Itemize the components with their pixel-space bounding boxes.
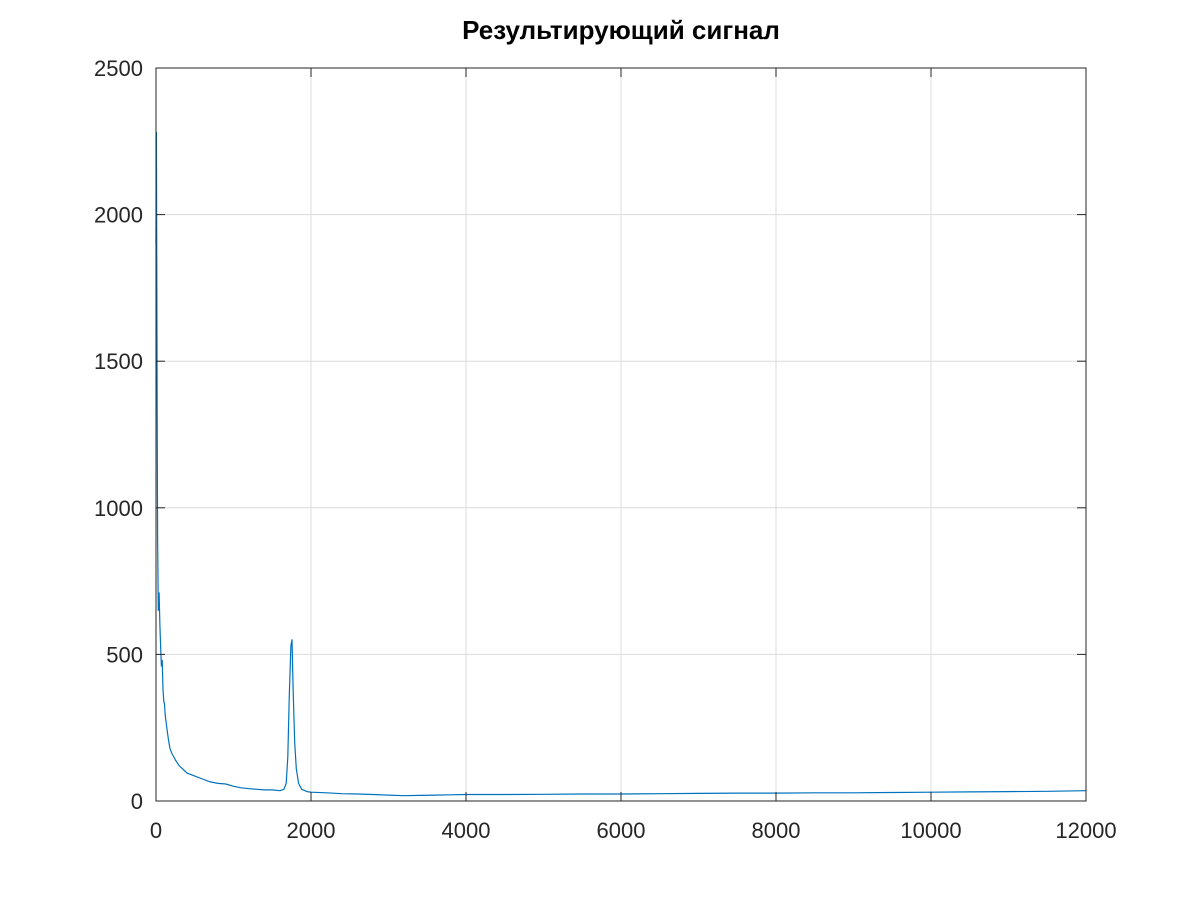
- x-tick-label: 10000: [900, 818, 961, 843]
- chart-title: Результирующий сигнал: [462, 15, 780, 45]
- y-tick-label: 2500: [94, 56, 143, 81]
- y-tick-label: 1500: [94, 349, 143, 374]
- x-tick-labels: 0 2000 4000 6000 8000 10000 12000: [150, 818, 1117, 843]
- x-tick-label: 6000: [597, 818, 646, 843]
- x-tick-label: 0: [150, 818, 162, 843]
- y-tick-label: 500: [106, 642, 143, 667]
- y-tick-label: 1000: [94, 496, 143, 521]
- y-tick-labels: 0 500 1000 1500 2000 2500: [94, 56, 143, 814]
- x-tick-label: 2000: [287, 818, 336, 843]
- x-tick-label: 4000: [442, 818, 491, 843]
- signal-line: [155, 131, 1087, 797]
- grid-lines: [155, 67, 1087, 802]
- x-tick-label: 8000: [752, 818, 801, 843]
- x-tick-label: 12000: [1055, 818, 1116, 843]
- series-layer: [155, 131, 1087, 797]
- axis-ticks: [155, 67, 1087, 802]
- y-tick-label: 0: [131, 789, 143, 814]
- y-tick-label: 2000: [94, 203, 143, 228]
